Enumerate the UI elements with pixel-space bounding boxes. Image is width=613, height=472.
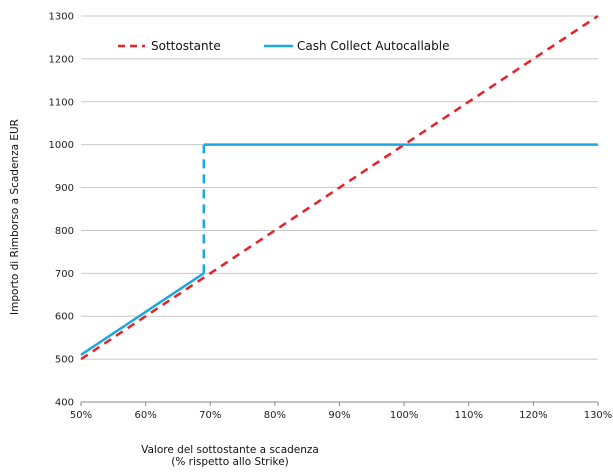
y-tick-label-1100: 1100: [49, 97, 74, 108]
x-tick-label-100: 100%: [390, 410, 419, 421]
y-tick-label-900: 900: [55, 183, 74, 194]
series-line-sottostante: [80, 14, 599, 361]
x-tick-label-90: 90%: [328, 410, 350, 421]
series-lines: [80, 14, 599, 361]
x-tick-label-80: 80%: [264, 410, 286, 421]
legend-label-sottostante: Sottostante: [151, 39, 221, 53]
x-axis-title-line1: Valore del sottostante a scadenza: [141, 444, 319, 456]
y-tick-label-400: 400: [55, 398, 74, 409]
x-axis-ticks: 50% 60% 70% 80% 90% 100% 110% 120% 130%: [70, 402, 612, 421]
y-tick-label-1300: 1300: [49, 12, 74, 23]
legend-label-cash-collect: Cash Collect Autocallable: [297, 39, 449, 53]
x-axis-title: Valore del sottostante a scadenza (% ris…: [120, 444, 340, 468]
y-tick-label-1000: 1000: [49, 140, 74, 151]
y-axis-title: Importo di Rimborso a Scadenza EUR: [9, 119, 21, 315]
series-line-cash-collect-lower: [80, 272, 205, 356]
y-tick-label-500: 500: [55, 355, 74, 366]
x-tick-label-110: 110%: [454, 410, 483, 421]
x-axis-title-line2: (% rispetto allo Strike): [171, 456, 289, 468]
legend: Sottostante Cash Collect Autocallable: [118, 39, 449, 53]
y-tick-label-600: 600: [55, 312, 74, 323]
y-tick-label-700: 700: [55, 269, 74, 280]
x-tick-label-120: 120%: [519, 410, 548, 421]
y-tick-label-1200: 1200: [49, 54, 74, 65]
y-axis-ticks: 400 500 600 700 800 900 1000 1100 1200 1300: [49, 12, 74, 409]
x-tick-label-70: 70%: [199, 410, 221, 421]
x-tick-label-60: 60%: [135, 410, 157, 421]
y-tick-label-800: 800: [55, 226, 74, 237]
x-tick-label-50: 50%: [70, 410, 92, 421]
x-tick-label-130: 130%: [584, 410, 613, 421]
